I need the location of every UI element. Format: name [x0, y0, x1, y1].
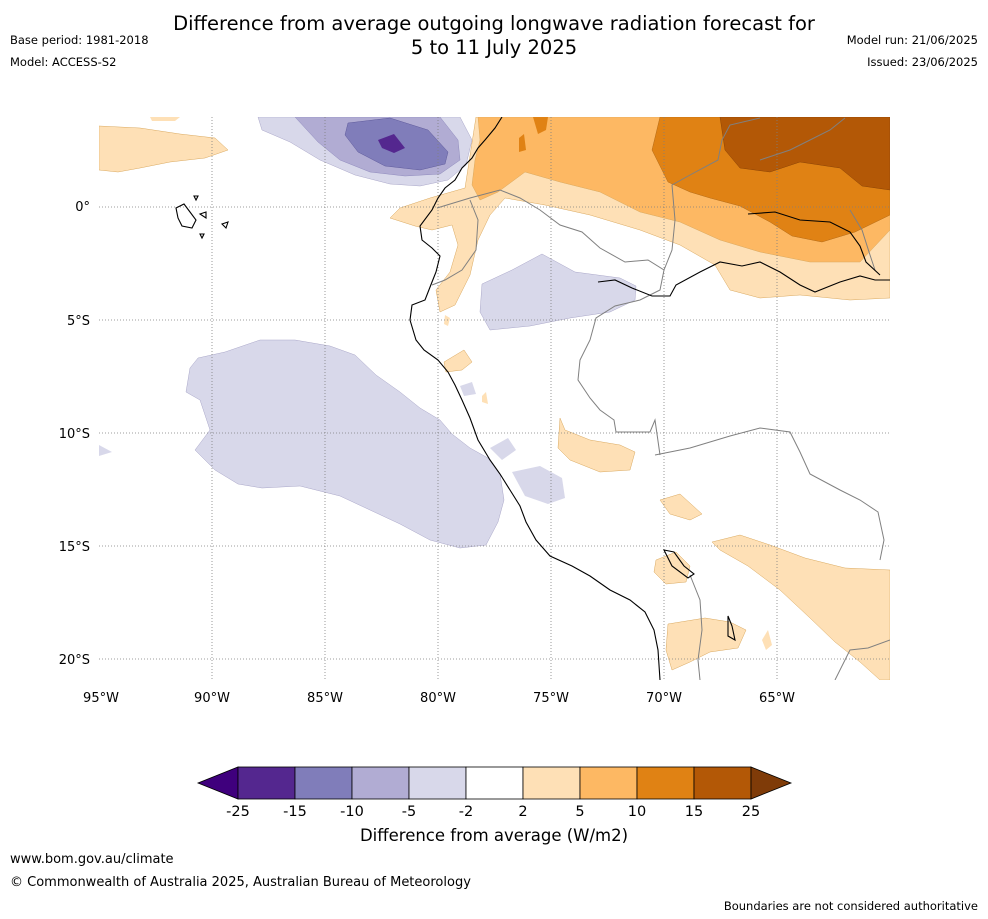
anomaly-region-pos-coast-1	[443, 349, 473, 373]
border-colombia-ecuador-peru	[436, 189, 665, 456]
anomaly-region-pos-inland-2	[659, 493, 703, 521]
lon-label-95w: 95°W	[83, 691, 119, 706]
website-link[interactable]: www.bom.gov.au/climate	[10, 852, 174, 867]
anomaly-region-neg-inland	[479, 253, 637, 331]
colorbar-segment-7	[579, 766, 638, 800]
anomaly-region-pos-inland-1	[557, 417, 636, 473]
anomaly-region-pos-15-25	[719, 117, 890, 191]
anomaly-region-pos-southeast	[711, 534, 890, 680]
country-borders	[431, 117, 890, 680]
colorbar-tick-label: 5	[575, 804, 584, 820]
border-paraguay	[834, 639, 890, 680]
anomaly-region-neg-ocean-west	[99, 445, 112, 456]
anomaly-region-pos-inland-3	[653, 551, 691, 585]
colorbar-segment-9	[693, 766, 752, 800]
colorbar-tick-label: -5	[402, 804, 416, 820]
lon-label-90w: 90°W	[194, 691, 230, 706]
colorbar-extend-min	[196, 766, 239, 800]
lon-label-85w: 85°W	[307, 691, 343, 706]
rio-negro	[747, 211, 881, 276]
boundaries-disclaimer: Boundaries are not considered authoritat…	[723, 899, 978, 913]
colorbar-extend-max	[750, 766, 793, 800]
colorbar-tick-label: 2	[518, 804, 527, 820]
issued-date: Issued: 23/06/2025	[867, 55, 978, 69]
meta-right: Model run: 21/06/2025 Issued: 23/06/2025	[847, 29, 978, 73]
colorbar-tick-label: 15	[685, 804, 703, 820]
colorbar-segment-2	[294, 766, 353, 800]
anomaly-region-pos-coast-2	[482, 392, 488, 404]
lake-poopo	[727, 615, 736, 642]
amazon-river	[597, 261, 890, 297]
anomaly-region-pos-inland-4	[665, 617, 747, 671]
anomaly-region-pos-coast-3	[444, 315, 450, 326]
lat-label-15s: 15°S	[59, 540, 90, 555]
colorbar-tick-label: -10	[340, 804, 364, 820]
colorbar-label: Difference from average (W/m2)	[359, 826, 629, 845]
lat-label-10s: 10°S	[59, 427, 90, 442]
lon-label-70w: 70°W	[646, 691, 682, 706]
anomaly-region-pos-west	[99, 125, 229, 173]
colorbar-segment-1	[237, 766, 296, 800]
pacific-coastline	[409, 117, 661, 680]
colorbar-segment-4	[408, 766, 467, 800]
galapagos-islands	[175, 195, 229, 240]
colorbar-tick-label: 10	[628, 804, 646, 820]
title-line-1: Difference from average outgoing longwav…	[173, 12, 815, 35]
lon-label-75w: 75°W	[533, 691, 569, 706]
colorbar-tick-label: -2	[459, 804, 473, 820]
lat-label-5s: 5°S	[67, 314, 90, 329]
model-name: Model: ACCESS-S2	[10, 55, 117, 69]
anomaly-region-pos-small-2	[519, 134, 526, 152]
coastlines	[175, 117, 890, 680]
colorbar-tick-label: -15	[283, 804, 307, 820]
title-line-2: 5 to 11 July 2025	[410, 36, 578, 59]
border-brazil-venezuela	[759, 117, 846, 161]
border-guyana	[849, 209, 876, 271]
lon-label-80w: 80°W	[420, 691, 456, 706]
border-brazil-bolivia	[654, 427, 885, 561]
anomaly-region-pos-small-1	[533, 117, 548, 134]
lat-label-0: 0°	[75, 200, 90, 215]
border-colombia-venezuela	[663, 117, 761, 271]
map-title: Difference from average outgoing longwav…	[0, 12, 988, 60]
lon-label-65w: 65°W	[759, 691, 795, 706]
anomaly-region-neg-15-25	[378, 134, 405, 153]
anomaly-region-neg-ocean-large	[185, 339, 505, 549]
border-bolivia-south	[689, 574, 703, 680]
lake-titicaca	[663, 549, 695, 579]
model-run: Model run: 21/06/2025	[846, 33, 978, 47]
anomaly-region-neg-coast-2	[490, 438, 516, 460]
longitude-labels: 95°W 90°W 85°W 80°W 75°W 70°W 65°W	[83, 691, 795, 706]
anomaly-region-neg-coast-1	[460, 382, 476, 396]
anomaly-region-neg-coast-3	[512, 466, 565, 504]
colorbar-segment-6	[522, 766, 581, 800]
colorbar-tick-label: 25	[742, 804, 760, 820]
anomaly-region-pos-inland-5	[762, 630, 772, 650]
colorbar-segment-8	[636, 766, 695, 800]
border-ecuador-peru	[431, 199, 479, 286]
base-period: Base period: 1981-2018	[10, 33, 149, 47]
colorbar-segment-3	[351, 766, 410, 800]
colorbar-segment-5	[465, 766, 524, 800]
lat-label-20s: 20°S	[59, 653, 90, 668]
meta-left: Base period: 1981-2018 Model: ACCESS-S2	[10, 29, 149, 73]
colorbar-tick-label: -25	[226, 804, 250, 820]
colorbar: -25 -15 -10 -5 -2 2 5 10 15 25	[196, 766, 793, 820]
graticule	[99, 117, 890, 680]
anomaly-region-pos-west-small	[150, 117, 180, 121]
map-area	[99, 117, 890, 680]
latitude-labels: 0° 5°S 10°S 15°S 20°S	[59, 200, 90, 668]
copyright-text: © Commonwealth of Australia 2025, Austra…	[10, 875, 471, 890]
